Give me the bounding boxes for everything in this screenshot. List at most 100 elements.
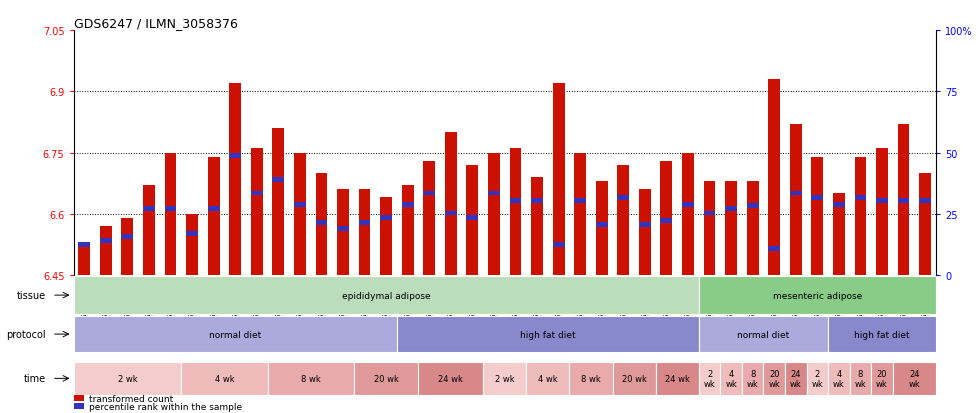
Text: high fat diet: high fat diet	[520, 330, 575, 339]
Bar	[143, 186, 155, 275]
Bar	[699, 316, 828, 352]
Text: normal diet: normal diet	[737, 330, 790, 339]
Bar	[682, 203, 694, 208]
Text: 24
wk: 24 wk	[908, 369, 920, 388]
Bar	[483, 362, 526, 395]
Text: 24 wk: 24 wk	[438, 374, 464, 383]
Bar	[78, 247, 90, 275]
Bar	[833, 203, 845, 208]
Bar	[596, 182, 608, 275]
Bar	[122, 218, 133, 275]
Bar	[359, 221, 370, 225]
Bar	[526, 362, 569, 395]
Bar	[74, 362, 181, 395]
Text: 4
wk: 4 wk	[833, 369, 845, 388]
Text: 2
wk: 2 wk	[704, 369, 715, 388]
Bar	[268, 362, 354, 395]
Bar	[639, 190, 651, 275]
Text: 2 wk: 2 wk	[495, 374, 514, 383]
Bar	[699, 362, 720, 395]
Bar	[445, 133, 457, 275]
Bar	[574, 199, 586, 204]
Bar	[445, 211, 457, 216]
Bar	[122, 234, 133, 239]
Bar	[380, 198, 392, 275]
Bar	[380, 215, 392, 220]
Bar	[569, 362, 612, 395]
Bar	[720, 362, 742, 395]
Bar	[811, 157, 823, 275]
Bar	[423, 191, 435, 196]
Bar	[510, 149, 521, 275]
Bar	[251, 191, 263, 196]
Text: 2 wk: 2 wk	[118, 374, 137, 383]
Bar	[294, 203, 306, 208]
Bar	[272, 129, 284, 275]
Bar	[208, 157, 220, 275]
Text: epididymal adipose: epididymal adipose	[342, 291, 430, 300]
Text: 20 wk: 20 wk	[373, 374, 399, 383]
Bar	[828, 362, 850, 395]
Bar	[488, 153, 500, 275]
Text: 8
wk: 8 wk	[855, 369, 866, 388]
Text: 8
wk: 8 wk	[747, 369, 759, 388]
Text: percentile rank within the sample: percentile rank within the sample	[88, 402, 242, 411]
Bar	[74, 395, 84, 401]
Text: high fat diet: high fat diet	[855, 330, 909, 339]
Bar	[850, 362, 871, 395]
Bar	[143, 207, 155, 212]
Bar	[725, 207, 737, 212]
Bar	[790, 125, 802, 275]
Bar	[208, 206, 220, 211]
Bar	[661, 219, 672, 224]
Bar	[354, 362, 418, 395]
Bar	[704, 182, 715, 275]
Bar	[165, 207, 176, 212]
Bar	[510, 199, 521, 204]
Text: 2
wk: 2 wk	[811, 369, 823, 388]
Bar	[807, 362, 828, 395]
Text: 8 wk: 8 wk	[581, 374, 601, 383]
Bar	[337, 190, 349, 275]
Bar	[397, 316, 699, 352]
Bar	[229, 84, 241, 275]
Bar	[656, 362, 699, 395]
Text: time: time	[24, 373, 45, 383]
Bar	[418, 362, 483, 395]
Text: 24 wk: 24 wk	[664, 374, 690, 383]
Bar	[294, 153, 306, 275]
Bar	[704, 211, 715, 216]
Bar	[78, 243, 90, 248]
Bar	[466, 165, 478, 275]
Text: 20
wk: 20 wk	[768, 369, 780, 388]
Bar	[553, 84, 564, 275]
Bar	[531, 199, 543, 204]
Bar	[790, 191, 802, 196]
Bar	[272, 178, 284, 183]
Bar	[768, 247, 780, 252]
Text: 4
wk: 4 wk	[725, 369, 737, 388]
Bar	[747, 182, 759, 275]
Text: 20
wk: 20 wk	[876, 369, 888, 388]
Bar	[682, 153, 694, 275]
Bar	[316, 173, 327, 275]
Bar	[186, 231, 198, 236]
Bar	[359, 190, 370, 275]
Bar	[612, 362, 656, 395]
Text: protocol: protocol	[6, 329, 45, 339]
Bar	[402, 186, 414, 275]
Bar	[639, 223, 651, 228]
Bar	[871, 362, 893, 395]
Bar	[229, 154, 241, 159]
Text: 8 wk: 8 wk	[301, 374, 320, 383]
Bar	[763, 362, 785, 395]
Bar	[785, 362, 807, 395]
Bar	[553, 243, 564, 248]
Text: transformed count: transformed count	[88, 394, 172, 403]
Bar	[402, 203, 414, 208]
Bar	[617, 195, 629, 200]
Text: mesenteric adipose: mesenteric adipose	[772, 291, 862, 300]
Text: 24
wk: 24 wk	[790, 369, 802, 388]
Bar	[488, 191, 500, 196]
Bar	[186, 214, 198, 275]
